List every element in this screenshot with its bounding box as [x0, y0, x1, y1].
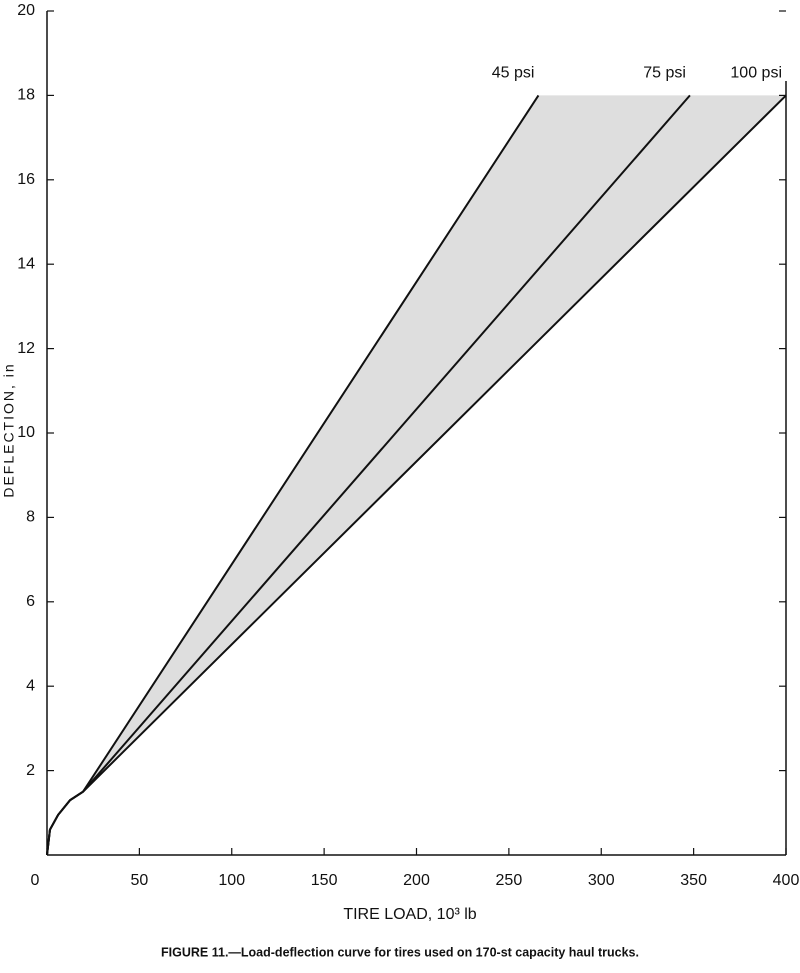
y-tick-label: 10: [17, 424, 35, 441]
x-tick-label: 50: [130, 872, 148, 889]
y-tick-label: 18: [17, 87, 35, 104]
series-label: 100 psi: [730, 65, 782, 82]
y-tick-label: 14: [17, 255, 35, 272]
x-tick-label: 100: [218, 872, 245, 889]
x-tick-label: 200: [403, 872, 430, 889]
y-tick-label: 16: [17, 171, 35, 188]
y-tick-label: 6: [26, 593, 35, 610]
x-tick-label: 300: [588, 872, 615, 889]
series-label: 75 psi: [643, 65, 686, 82]
caption: FIGURE 11.—Load-deflection curve for tir…: [161, 945, 639, 959]
x-tick-label: 0: [31, 872, 40, 889]
y-tick-label: 4: [26, 677, 35, 694]
x-axis-label: TIRE LOAD, 10³ lb: [343, 906, 476, 923]
x-tick-label: 150: [311, 872, 338, 889]
y-tick-label: 12: [17, 340, 35, 357]
x-tick-label: 400: [773, 872, 800, 889]
y-tick-label: 8: [26, 509, 35, 526]
y-tick-label: 20: [17, 2, 35, 19]
series-label: 45 psi: [492, 65, 535, 82]
series-line: [46, 94, 787, 856]
y-tick-label: 2: [26, 762, 35, 779]
shaded-range: [47, 95, 786, 855]
x-tick-label: 350: [680, 872, 707, 889]
x-tick-label: 250: [496, 872, 523, 889]
y-axis-label: DEFLECTION, in: [1, 362, 17, 497]
